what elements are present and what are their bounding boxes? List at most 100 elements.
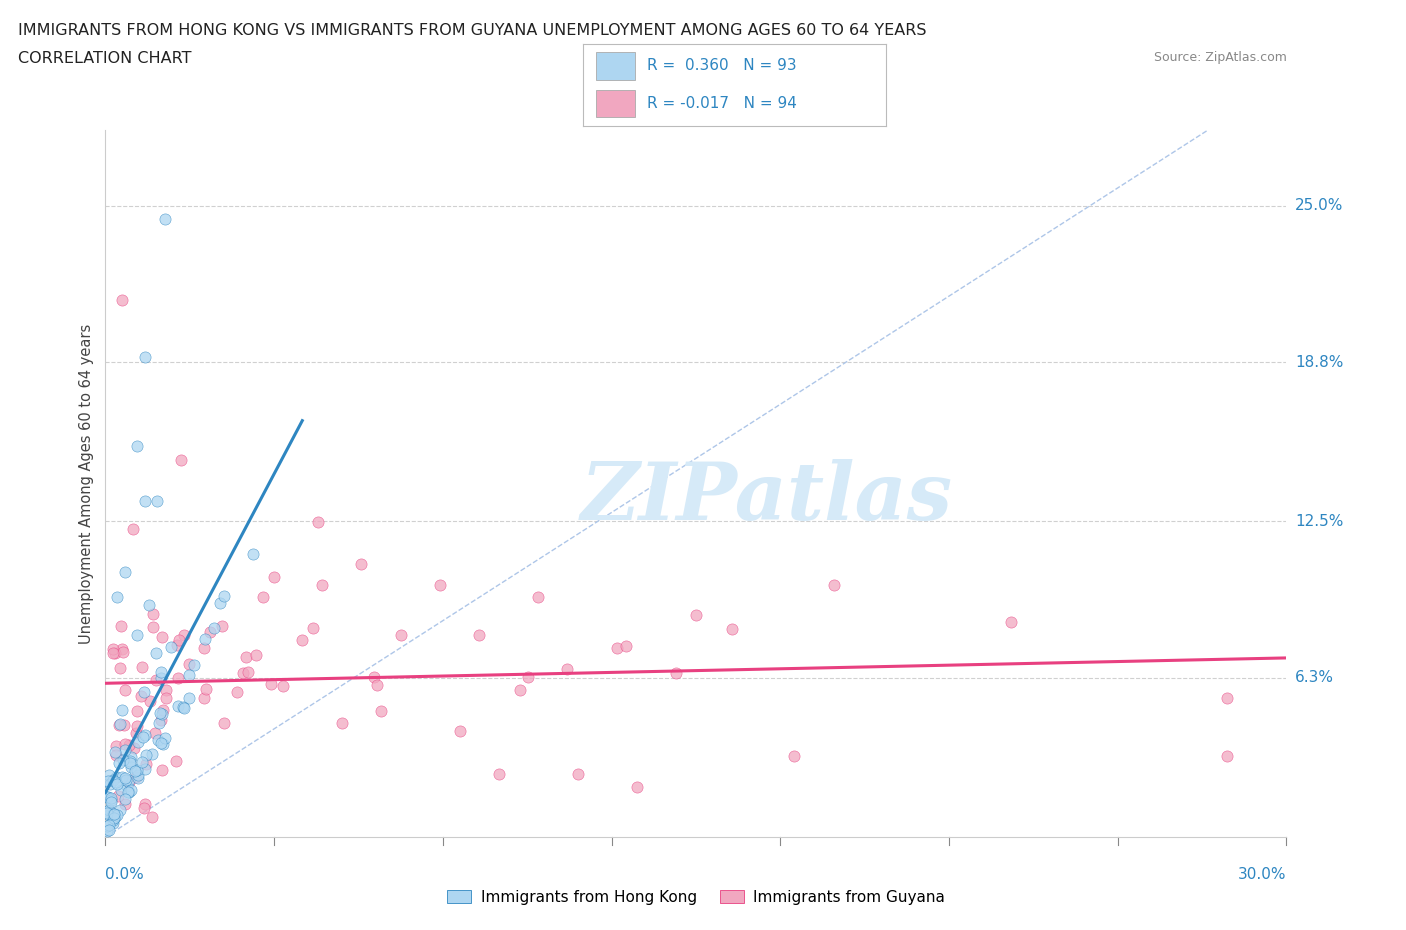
Point bbox=[114, 742, 136, 757]
Point bbox=[148, 715, 170, 730]
Text: 18.8%: 18.8% bbox=[1295, 355, 1343, 370]
Point bbox=[170, 453, 193, 468]
Point bbox=[101, 641, 124, 656]
Point bbox=[132, 684, 155, 699]
Point bbox=[98, 777, 121, 791]
Point bbox=[1000, 615, 1022, 630]
Point bbox=[235, 650, 257, 665]
Point bbox=[125, 438, 148, 453]
Point bbox=[105, 770, 128, 785]
Point bbox=[155, 683, 177, 698]
Point bbox=[114, 565, 136, 579]
Point bbox=[665, 666, 688, 681]
Point bbox=[155, 731, 177, 746]
Point bbox=[626, 779, 648, 794]
Point bbox=[260, 676, 283, 691]
Point bbox=[122, 521, 145, 536]
Point bbox=[145, 645, 167, 660]
Legend: Immigrants from Hong Kong, Immigrants from Guyana: Immigrants from Hong Kong, Immigrants fr… bbox=[441, 884, 950, 910]
Point bbox=[198, 625, 221, 640]
Point bbox=[105, 777, 128, 791]
Point bbox=[131, 660, 153, 675]
Point bbox=[155, 691, 177, 706]
Point bbox=[567, 766, 589, 781]
Point bbox=[120, 760, 142, 775]
Point bbox=[245, 647, 267, 662]
Point bbox=[366, 678, 388, 693]
Point bbox=[127, 771, 149, 786]
Point bbox=[150, 763, 173, 777]
Point bbox=[131, 689, 153, 704]
Point bbox=[236, 664, 259, 679]
Point bbox=[132, 801, 155, 816]
Text: CORRELATION CHART: CORRELATION CHART bbox=[18, 51, 191, 66]
Point bbox=[149, 671, 172, 685]
Point bbox=[127, 703, 149, 718]
Point bbox=[720, 621, 742, 636]
Point bbox=[606, 640, 628, 655]
Point bbox=[125, 628, 148, 643]
Point bbox=[172, 699, 194, 714]
Point bbox=[103, 807, 125, 822]
Point bbox=[138, 597, 160, 612]
Text: R =  0.360   N = 93: R = 0.360 N = 93 bbox=[647, 59, 797, 73]
Text: Source: ZipAtlas.com: Source: ZipAtlas.com bbox=[1153, 51, 1286, 64]
Point bbox=[823, 578, 845, 592]
Point bbox=[141, 810, 163, 825]
Point bbox=[177, 668, 200, 683]
Point bbox=[115, 772, 138, 787]
Point bbox=[114, 683, 136, 698]
Point bbox=[202, 620, 225, 635]
Point bbox=[173, 701, 195, 716]
Point bbox=[111, 770, 134, 785]
Point bbox=[110, 618, 132, 633]
Point bbox=[783, 749, 806, 764]
FancyBboxPatch shape bbox=[596, 52, 636, 80]
Point bbox=[96, 824, 118, 839]
Point bbox=[107, 789, 129, 804]
Point bbox=[101, 810, 124, 825]
Text: 30.0%: 30.0% bbox=[1239, 867, 1286, 882]
Point bbox=[112, 717, 135, 732]
Point bbox=[232, 666, 254, 681]
Point bbox=[100, 790, 122, 805]
Point bbox=[100, 794, 122, 809]
Point bbox=[212, 589, 235, 604]
Point bbox=[110, 293, 132, 308]
Point bbox=[97, 803, 120, 817]
Point bbox=[103, 811, 125, 826]
Point bbox=[115, 779, 138, 794]
Point bbox=[193, 640, 215, 655]
Point bbox=[118, 753, 141, 768]
Point bbox=[97, 823, 120, 838]
Point bbox=[97, 774, 120, 789]
Point bbox=[527, 590, 550, 604]
Point bbox=[125, 725, 148, 740]
Point bbox=[96, 790, 118, 804]
Point bbox=[135, 757, 157, 772]
Point bbox=[114, 771, 136, 786]
Point bbox=[101, 806, 124, 821]
Point bbox=[114, 737, 136, 751]
Point bbox=[152, 737, 174, 751]
Point bbox=[263, 570, 285, 585]
Point bbox=[134, 796, 156, 811]
Point bbox=[108, 756, 131, 771]
Point bbox=[103, 813, 125, 828]
Text: 25.0%: 25.0% bbox=[1295, 198, 1343, 213]
Point bbox=[449, 724, 471, 738]
Point bbox=[1216, 691, 1239, 706]
Point bbox=[127, 735, 149, 750]
Point bbox=[132, 730, 155, 745]
Point bbox=[166, 698, 188, 713]
Point bbox=[212, 716, 235, 731]
Point bbox=[104, 738, 127, 753]
Point bbox=[105, 775, 128, 790]
Point bbox=[350, 557, 373, 572]
Point bbox=[488, 766, 510, 781]
Point bbox=[104, 646, 127, 661]
Point bbox=[111, 642, 134, 657]
Point bbox=[150, 706, 173, 721]
Point bbox=[143, 725, 166, 740]
Point bbox=[330, 716, 353, 731]
